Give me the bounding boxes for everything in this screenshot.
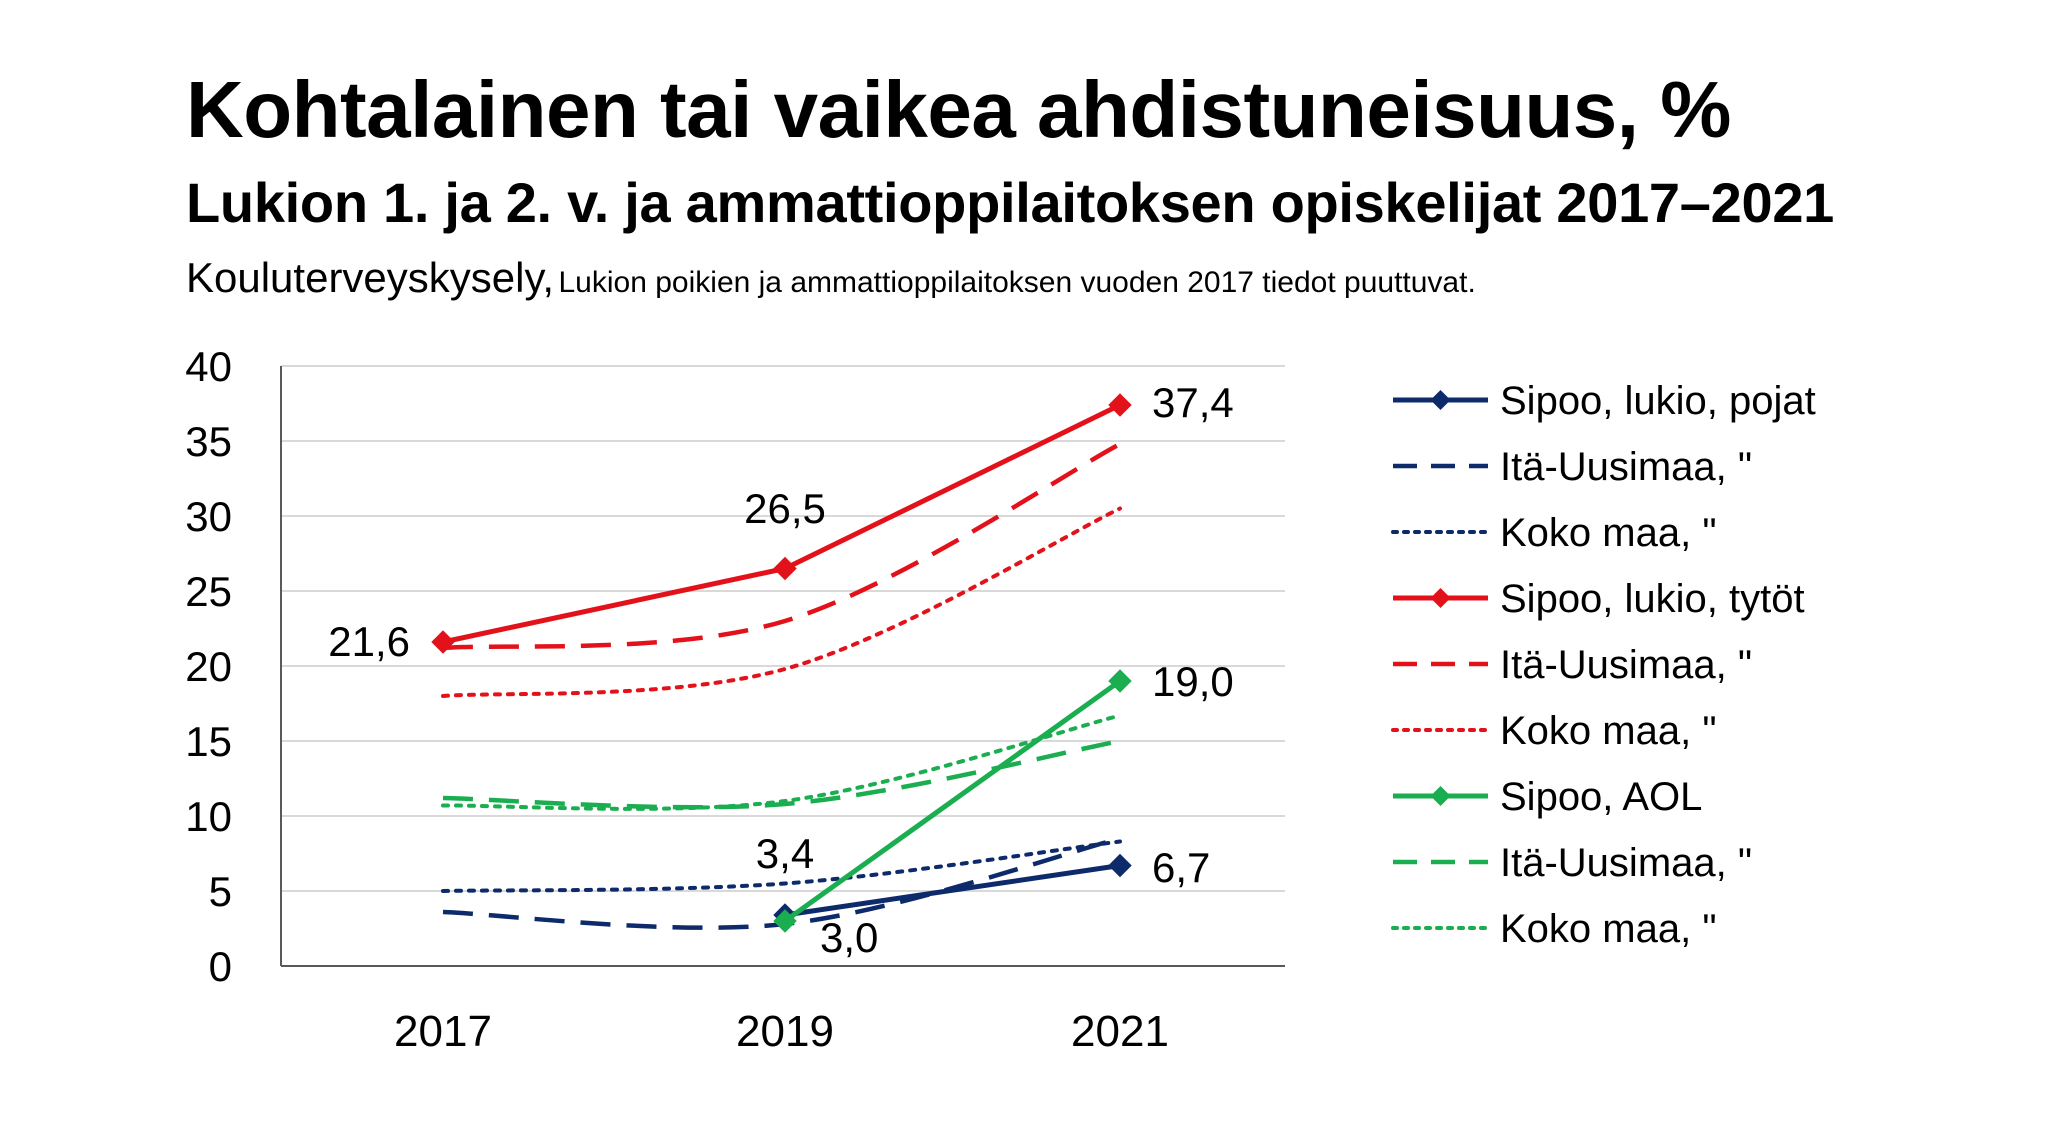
series-line-7-itä-uusimaa: [442, 738, 1121, 810]
data-point-marker: [773, 556, 797, 581]
data-label: 26,5: [744, 485, 826, 532]
data-point-marker: [1108, 669, 1132, 693]
x-tick-label: 2019: [736, 1007, 834, 1056]
y-tick-label: 0: [209, 943, 232, 990]
data-point-marker: [773, 909, 797, 933]
data-point-marker: [1108, 393, 1132, 417]
legend-label-6: Sipoo, AOL: [1500, 775, 1702, 819]
legend-marker-3: [1430, 588, 1451, 608]
data-label: 3,4: [756, 830, 814, 877]
legend-label-5: Koko maa, ": [1500, 709, 1717, 753]
data-point-marker: [431, 630, 455, 654]
y-tick-label: 10: [185, 793, 232, 840]
legend-label-3: Sipoo, lukio, tytöt: [1500, 577, 1805, 621]
source-line: Kouluterveyskysely, Lukion poikien ja am…: [186, 254, 1476, 302]
y-tick-label: 5: [209, 868, 232, 915]
data-label: 37,4: [1152, 379, 1234, 426]
legend-label-7: Itä-Uusimaa, ": [1500, 841, 1752, 885]
y-tick-label: 15: [185, 718, 232, 765]
series-line-2-koko-maa: [441, 839, 1122, 893]
data-label: 21,6: [328, 618, 410, 665]
legend-label-2: Koko maa, ": [1500, 511, 1717, 555]
legend-label-4: Itä-Uusimaa, ": [1500, 643, 1752, 687]
data-label: 19,0: [1152, 658, 1234, 705]
legend-marker-6: [1430, 786, 1451, 806]
data-label: 6,7: [1152, 844, 1210, 891]
series-line-5-koko-maa: [441, 506, 1122, 698]
data-label: 3,0: [820, 914, 878, 961]
series-line-0-sipoo-lukio-pojat: [784, 863, 1121, 918]
y-tick-label: 25: [185, 568, 232, 615]
legend-label-8: Koko maa, ": [1500, 907, 1717, 951]
legend-label-1: Itä-Uusimaa, ": [1500, 445, 1752, 489]
data-point-marker: [1108, 853, 1132, 878]
chart-subtitle: Lukion 1. ja 2. v. ja ammattioppilaitoks…: [186, 171, 1835, 234]
y-tick-label: 40: [185, 343, 232, 390]
legend-marker-0: [1430, 390, 1451, 410]
series-line-4-itä-uusimaa: [442, 442, 1122, 651]
y-tick-label: 35: [185, 418, 232, 465]
chart-title: Kohtalainen tai vaikea ahdistuneisuus, %: [186, 65, 1731, 154]
y-tick-label: 30: [185, 493, 232, 540]
source-lead: Kouluterveyskysely,: [186, 254, 555, 301]
legend-label-0: Sipoo, lukio, pojat: [1500, 379, 1816, 423]
series-line-6-sipoo-aol: [783, 678, 1122, 924]
y-tick-label: 20: [185, 643, 232, 690]
source-note: Lukion poikien ja ammattioppilaitoksen v…: [558, 266, 1476, 299]
x-tick-label: 2021: [1071, 1007, 1169, 1056]
x-tick-label: 2017: [394, 1007, 492, 1056]
